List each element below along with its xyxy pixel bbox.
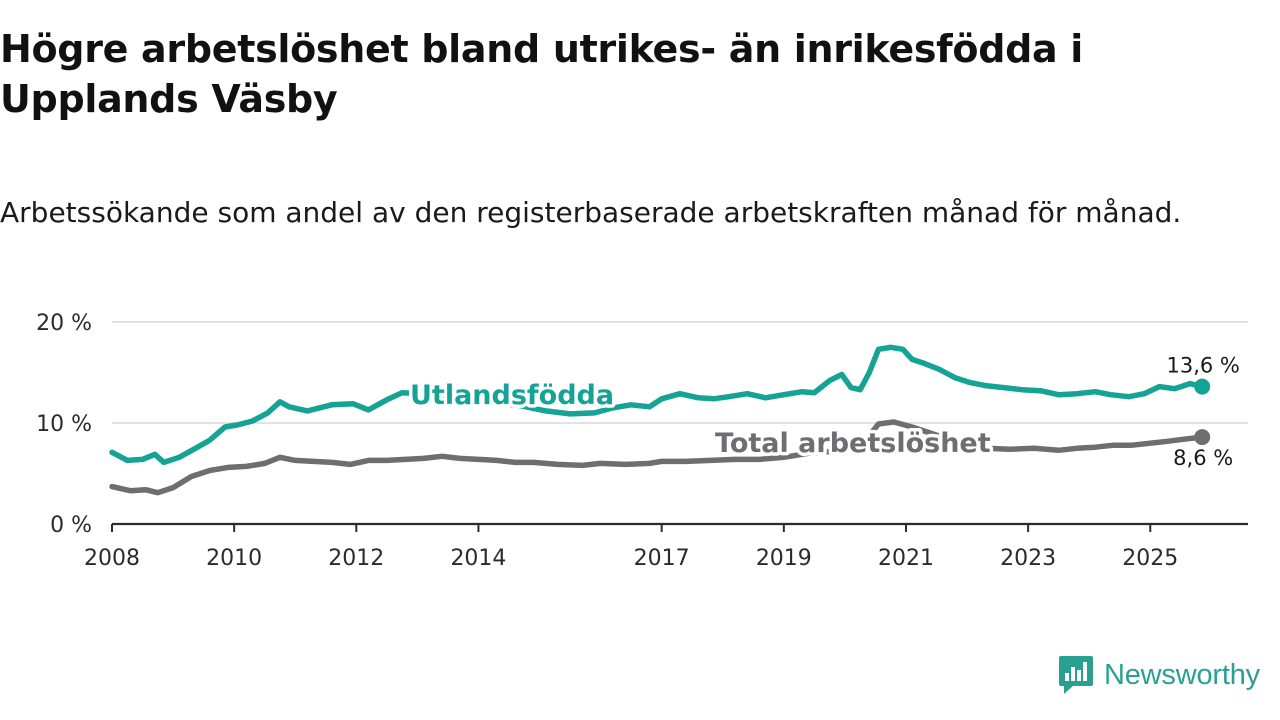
y-tick-label: 0 % — [50, 513, 92, 538]
grid-lines — [112, 321, 1248, 424]
logo-bar — [1077, 670, 1081, 681]
brand-name: Newsworthy — [1104, 658, 1260, 691]
logo-bar — [1083, 662, 1087, 681]
series-end-marker — [1194, 429, 1211, 446]
x-tick-label: 2019 — [756, 546, 812, 571]
series-end-marker — [1194, 378, 1211, 395]
chart-title: Högre arbetslöshet bland utrikes- än inr… — [0, 27, 1083, 121]
x-axis-ticks: 2008 2010 2012 2014 2017 2019 2021 2023 2025 — [84, 524, 1178, 571]
series-line-utlandsfodda — [109, 344, 1205, 466]
series-line-total — [109, 419, 1205, 496]
y-tick-label: 10 % — [36, 412, 92, 437]
x-tick-label: 2025 — [1122, 546, 1178, 571]
x-tick-label: 2012 — [328, 546, 384, 571]
x-tick-label: 2017 — [634, 546, 690, 571]
series-labels: Utlandsfödda Total arbetslöshet 13,6 % 8,6 … — [407, 351, 1243, 473]
series-end-value-label: 8,6 % — [1173, 446, 1233, 470]
series-name-label: Utlandsfödda — [410, 380, 614, 411]
logo-bar — [1065, 673, 1069, 681]
newsworthy-logo-icon — [1059, 656, 1093, 694]
series-end-value-label: 13,6 % — [1166, 354, 1239, 378]
y-axis-ticks: 0 % 10 % 20 % — [36, 311, 92, 538]
x-tick-label: 2008 — [84, 546, 140, 571]
brand-logo: Newsworthy — [1058, 654, 1260, 696]
x-tick-label: 2010 — [206, 546, 262, 571]
x-tick-label: 2023 — [1000, 546, 1056, 571]
y-tick-label: 20 % — [36, 311, 92, 336]
series-name-label: Total arbetslöshet — [715, 428, 991, 459]
series-lines — [109, 344, 1211, 496]
x-tick-label: 2021 — [878, 546, 934, 571]
chart-subtitle: Arbetssökande som andel av den registerb… — [0, 196, 1182, 229]
x-tick-label: 2014 — [450, 546, 506, 571]
logo-bar — [1071, 667, 1075, 681]
logo-speech-bubble — [1059, 656, 1093, 694]
line-chart: 0 % 10 % 20 % 2008 2010 2012 2014 2017 2019 2021… — [36, 311, 1248, 571]
